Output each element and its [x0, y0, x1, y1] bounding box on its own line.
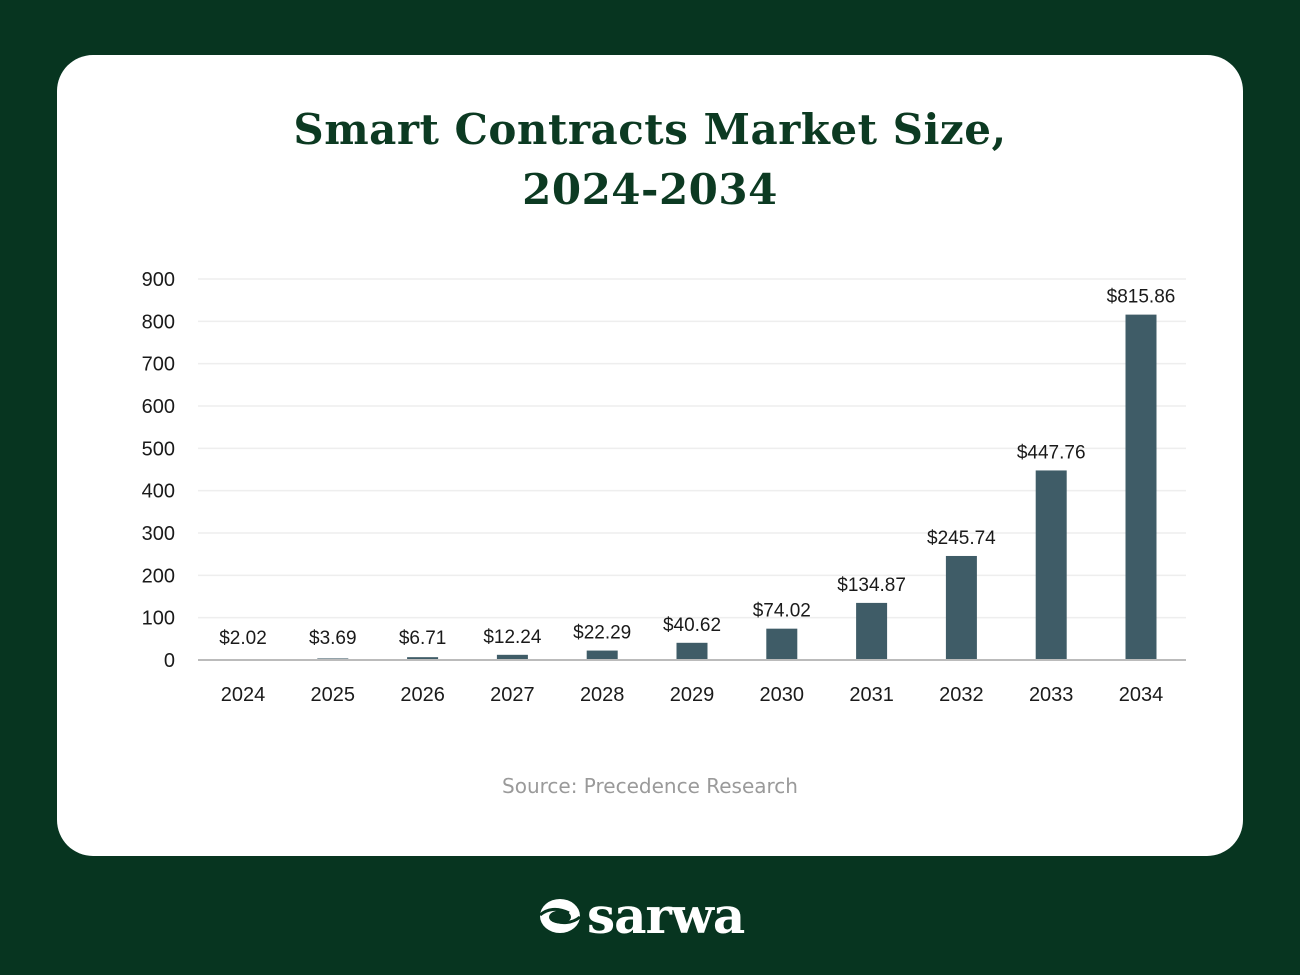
- data-label-2030: $74.02: [753, 601, 811, 622]
- data-label-2033: $447.76: [1017, 442, 1086, 463]
- y-tick-label: 800: [142, 311, 175, 333]
- data-label-2028: $22.29: [573, 623, 631, 644]
- data-label-2024: $2.02: [219, 628, 267, 649]
- y-tick-label: 100: [142, 608, 175, 630]
- bars: [227, 314, 1157, 660]
- y-tick-label: 600: [142, 396, 175, 418]
- x-tick-label-2024: 2024: [221, 684, 266, 706]
- chart-card: [57, 55, 1243, 856]
- data-labels: $2.02 $3.69 $6.71 $12.24 $22.29 $40.62 $74.02 $…: [219, 287, 1175, 649]
- y-tick-label: 500: [142, 438, 175, 460]
- y-tick-label: 700: [142, 354, 175, 376]
- x-tick-label-2033: 2033: [1029, 684, 1074, 706]
- bar-2028: [586, 650, 618, 660]
- gridlines: [198, 278, 1186, 619]
- bar-2031: [856, 602, 888, 660]
- data-label-2029: $40.62: [663, 615, 721, 636]
- y-tick-label: 900: [142, 269, 175, 291]
- x-tick-label-2034: 2034: [1119, 684, 1164, 706]
- source-note: Source: Precedence Research: [502, 774, 798, 798]
- data-label-2026: $6.71: [399, 628, 447, 649]
- y-tick-label: 400: [142, 481, 175, 503]
- data-label-2025: $3.69: [309, 628, 357, 649]
- y-axis-ticks: 0 100 200 300 400 500 600 700 800 900: [142, 269, 175, 672]
- x-tick-label-2027: 2027: [490, 684, 535, 706]
- bar-2032: [945, 555, 977, 660]
- x-axis-ticks: 2024 2025 2026 2027 2028 2029 2030 2031 2032 2033…: [221, 684, 1164, 706]
- x-tick-label-2031: 2031: [849, 684, 894, 706]
- chart-title: Smart Contracts Market Size, 2024-2034: [0, 100, 1300, 220]
- bar-2034: [1125, 314, 1157, 660]
- data-label-2031: $134.87: [837, 575, 906, 596]
- x-tick-label-2030: 2030: [760, 684, 805, 706]
- x-tick-label-2026: 2026: [400, 684, 445, 706]
- sarwa-logo-icon: [539, 899, 581, 933]
- bar-2029: [676, 642, 708, 660]
- data-label-2032: $245.74: [927, 528, 996, 549]
- x-tick-label-2029: 2029: [670, 684, 715, 706]
- brand-name: sarwa: [587, 886, 745, 945]
- x-tick-label-2032: 2032: [939, 684, 984, 706]
- bar-2033: [1035, 470, 1067, 660]
- y-tick-label: 0: [164, 650, 175, 672]
- chart-title-line-1: Smart Contracts Market Size,: [293, 105, 1007, 154]
- bar-2026: [407, 657, 439, 660]
- data-label-2027: $12.24: [483, 627, 542, 648]
- chart-title-line-2: 2024-2034: [522, 165, 778, 214]
- y-tick-label: 200: [142, 565, 175, 587]
- bar-2027: [496, 654, 528, 660]
- bar-2030: [766, 628, 798, 660]
- y-tick-label: 300: [142, 523, 175, 545]
- x-tick-label-2025: 2025: [311, 684, 356, 706]
- x-tick-label-2028: 2028: [580, 684, 625, 706]
- data-label-2034: $815.86: [1107, 287, 1176, 308]
- brand-logo: sarwa: [537, 886, 745, 945]
